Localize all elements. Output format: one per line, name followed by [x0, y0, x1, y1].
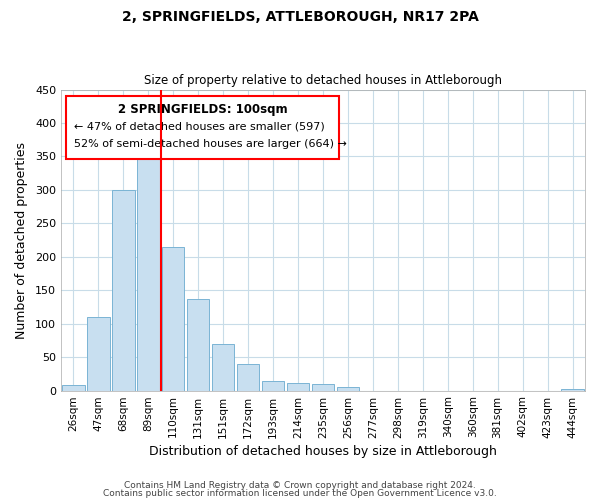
Text: 2 SPRINGFIELDS: 100sqm: 2 SPRINGFIELDS: 100sqm	[118, 103, 287, 116]
Bar	[337, 387, 359, 390]
Bar	[212, 344, 235, 390]
Bar	[312, 384, 334, 390]
Bar	[561, 389, 584, 390]
Y-axis label: Number of detached properties: Number of detached properties	[15, 142, 28, 338]
Bar	[287, 382, 309, 390]
Text: 2, SPRINGFIELDS, ATTLEBOROUGH, NR17 2PA: 2, SPRINGFIELDS, ATTLEBOROUGH, NR17 2PA	[122, 10, 478, 24]
Bar	[62, 385, 85, 390]
Text: Contains public sector information licensed under the Open Government Licence v3: Contains public sector information licen…	[103, 488, 497, 498]
Bar	[237, 364, 259, 390]
Text: Contains HM Land Registry data © Crown copyright and database right 2024.: Contains HM Land Registry data © Crown c…	[124, 481, 476, 490]
Bar	[112, 190, 134, 390]
X-axis label: Distribution of detached houses by size in Attleborough: Distribution of detached houses by size …	[149, 444, 497, 458]
Text: ← 47% of detached houses are smaller (597): ← 47% of detached houses are smaller (59…	[74, 121, 325, 131]
FancyBboxPatch shape	[66, 96, 338, 159]
Bar	[262, 380, 284, 390]
Text: 52% of semi-detached houses are larger (664) →: 52% of semi-detached houses are larger (…	[74, 139, 347, 149]
Bar	[187, 299, 209, 390]
Bar	[162, 247, 184, 390]
Title: Size of property relative to detached houses in Attleborough: Size of property relative to detached ho…	[144, 74, 502, 87]
Bar	[137, 150, 160, 390]
Bar	[87, 317, 110, 390]
